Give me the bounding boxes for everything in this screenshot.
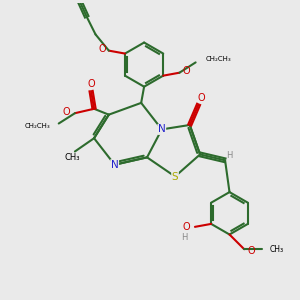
Text: O: O [63, 107, 70, 117]
Text: CH₃: CH₃ [269, 245, 284, 254]
Text: O: O [87, 79, 95, 89]
Text: H: H [226, 152, 233, 160]
Text: N: N [158, 124, 166, 134]
Text: CH₂CH₃: CH₂CH₃ [24, 123, 50, 129]
Text: O: O [247, 246, 255, 256]
Text: O: O [183, 222, 190, 232]
Text: CH₃: CH₃ [64, 153, 80, 162]
Text: CH₂CH₃: CH₂CH₃ [206, 56, 232, 62]
Text: O: O [198, 94, 205, 103]
Text: O: O [98, 44, 106, 54]
Text: S: S [172, 172, 178, 182]
Text: N: N [111, 160, 119, 170]
Text: O: O [182, 66, 190, 76]
Text: H: H [182, 233, 188, 242]
